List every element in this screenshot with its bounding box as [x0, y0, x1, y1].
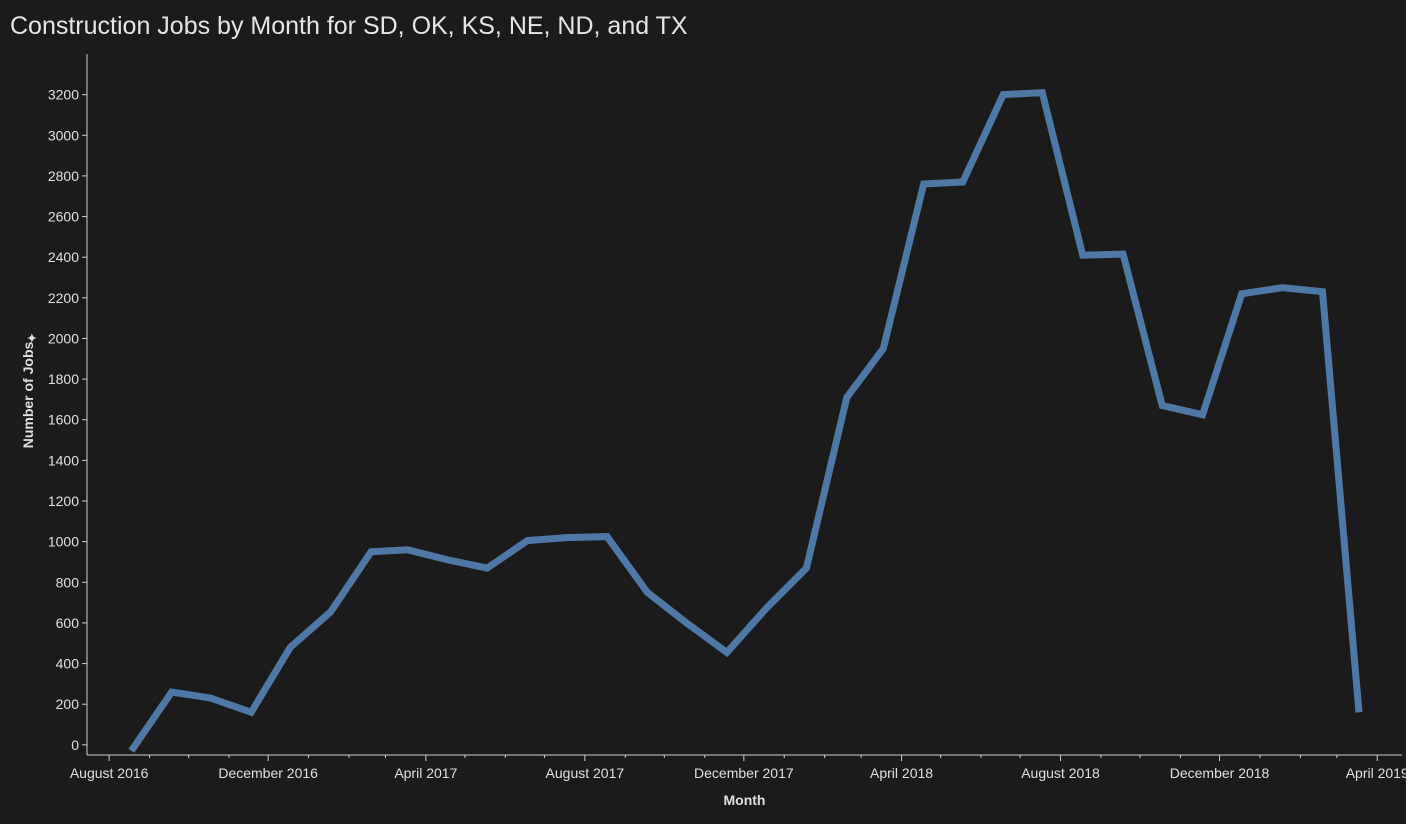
x-tick-label: August 2017: [546, 765, 625, 781]
data-point[interactable]: [684, 620, 690, 626]
y-tick-label: 1800: [48, 371, 79, 387]
y-tick-label: 400: [56, 656, 80, 672]
series-line-0[interactable]: [128, 88, 1363, 753]
x-tick-label: December 2016: [218, 765, 318, 781]
y-axis: 0 200 400 600 800 1000 1200 1400 1600 1800 2000 220…: [48, 54, 88, 755]
x-tick-label: April 2019: [1346, 765, 1406, 781]
x-axis: August 2016 December 2016 April 2017 August…: [70, 754, 1406, 781]
y-tick-label: 1600: [48, 412, 79, 428]
data-point[interactable]: [169, 689, 175, 695]
x-tick-label: December 2017: [694, 765, 794, 781]
data-point[interactable]: [1320, 289, 1326, 295]
y-tick-label: 1400: [48, 452, 79, 468]
data-point[interactable]: [1356, 709, 1362, 715]
data-point[interactable]: [1000, 92, 1006, 98]
data-point[interactable]: [564, 535, 570, 541]
y-tick-label: 3000: [48, 127, 79, 143]
x-tick-label: August 2018: [1021, 765, 1100, 781]
chart-title: Construction Jobs by Month for SD, OK, K…: [10, 12, 688, 40]
x-axis-title: Month: [724, 792, 766, 808]
data-point[interactable]: [1039, 90, 1045, 96]
pin-icon[interactable]: ✦: [24, 332, 40, 344]
data-point[interactable]: [405, 547, 411, 553]
data-point[interactable]: [445, 557, 451, 563]
data-point[interactable]: [1159, 403, 1165, 409]
data-point[interactable]: [844, 394, 850, 400]
x-tick-label: April 2017: [394, 765, 457, 781]
data-point[interactable]: [248, 709, 254, 715]
data-point[interactable]: [1279, 285, 1285, 291]
x-tick-label: December 2018: [1170, 765, 1270, 781]
data-point[interactable]: [328, 609, 334, 615]
y-tick-label: 2000: [48, 330, 79, 346]
data-point[interactable]: [525, 538, 531, 544]
data-point[interactable]: [921, 181, 927, 187]
data-point[interactable]: [1080, 252, 1086, 258]
data-point[interactable]: [960, 179, 966, 185]
y-tick-label: 2600: [48, 209, 79, 225]
data-point[interactable]: [604, 534, 610, 540]
y-tick-label: 2200: [48, 290, 79, 306]
y-tick-label: 3200: [48, 87, 79, 103]
y-tick-label: 1200: [48, 493, 79, 509]
data-point[interactable]: [208, 695, 214, 701]
data-point[interactable]: [368, 549, 374, 555]
data-point[interactable]: [128, 748, 134, 754]
y-tick-label: 200: [56, 696, 80, 712]
y-axis-title-group: Number of Jobs ✦: [20, 332, 40, 448]
data-point[interactable]: [287, 644, 293, 650]
x-tick-label: April 2018: [870, 765, 933, 781]
x-tick-label: August 2016: [70, 765, 149, 781]
y-tick-label: 0: [71, 737, 79, 753]
data-point[interactable]: [763, 606, 769, 612]
y-tick-label: 600: [56, 615, 80, 631]
y-axis-title: Number of Jobs: [20, 342, 36, 449]
y-tick-label: 1000: [48, 534, 79, 550]
data-point[interactable]: [1120, 251, 1126, 257]
data-point[interactable]: [484, 565, 490, 571]
y-tick-label: 800: [56, 574, 80, 590]
data-point[interactable]: [803, 565, 809, 571]
data-point[interactable]: [724, 649, 730, 655]
data-point[interactable]: [1200, 412, 1206, 418]
y-tick-label: 2400: [48, 249, 79, 265]
data-point[interactable]: [644, 589, 650, 595]
data-point[interactable]: [880, 346, 886, 352]
series-group: [128, 88, 1363, 754]
data-point[interactable]: [1239, 291, 1245, 297]
y-tick-label: 2800: [48, 168, 79, 184]
